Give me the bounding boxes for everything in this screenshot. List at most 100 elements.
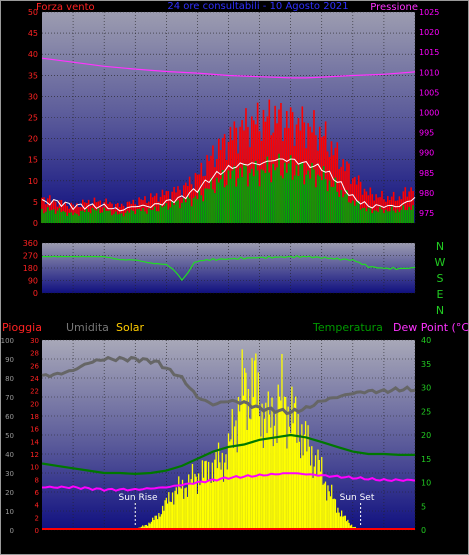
time-axis-tick-label: 02 (68, 539, 78, 548)
pressure-line (41, 57, 416, 79)
time-axis-tick-label: 08 (161, 228, 171, 237)
pressure-axis-tick-label: 985 (419, 169, 434, 178)
humidity-axis-tick-label: 40 (5, 451, 14, 459)
time-axis-tick-label: 10 (192, 539, 202, 548)
time-axis-tick-label: 16 (286, 539, 296, 548)
pressure-axis-tick-label: 995 (419, 129, 434, 138)
direction-label-w: W (435, 256, 446, 269)
pressure-axis-tick-label: 1010 (419, 68, 439, 77)
temperature-axis-tick-label: 25 (421, 407, 431, 416)
rain-axis-tick-label: 16 (30, 426, 39, 434)
rain-axis-tick-label: 0 (35, 527, 39, 535)
wind-axis-tick-label: 5 (33, 198, 38, 207)
direction-panel-axes: 0 90 180 270 360 (23, 239, 38, 298)
wind-panel-marks (41, 57, 416, 223)
direction-axis-tick-label: 0 (33, 289, 38, 298)
rain-axis-tick-label: 24 (30, 375, 39, 383)
rain-axis-tick-label: 22 (30, 388, 39, 396)
dewpoint-line (41, 472, 416, 492)
temperature-axis-tick-label: 40 (421, 336, 431, 345)
pressure-axis-title: Pressione (370, 2, 418, 13)
direction-label-n-bottom: N (436, 304, 444, 317)
humidity-axis-tick-label: 100 (1, 337, 14, 345)
temperature-axis-tick-label: 0 (421, 526, 426, 535)
climate-panel-marks (41, 349, 416, 530)
humidity-axis-tick-label: 10 (5, 508, 14, 516)
sunrise-annotation: Sun Rise (119, 493, 158, 503)
direction-label-n-top: N (436, 240, 444, 253)
humidity-axis-tick-label: 70 (5, 394, 14, 402)
pressure-axis-tick-label: 980 (419, 189, 434, 198)
wind-axis-tick-label: 25 (28, 114, 38, 123)
legend-temperature: Temperatura (312, 321, 383, 334)
pressure-axis-tick-label: 990 (419, 149, 434, 158)
rain-axis-tick-label: 8 (35, 476, 39, 484)
pressure-axis-tick-label: 1005 (419, 88, 439, 97)
time-axis-tick-label: 12 (223, 228, 233, 237)
rain-axis-tick-label: 30 (30, 337, 39, 345)
time-axis-tick-label: 20 (348, 539, 358, 548)
time-axis-tick-label: 16 (286, 228, 296, 237)
humidity-axis-tick-label: 80 (5, 375, 14, 383)
time-axis-tick-label: 12 (223, 539, 233, 548)
humidity-axis-tick-label: 90 (5, 356, 14, 364)
wind-direction-line (42, 255, 416, 282)
rain-axis-tick-label: 14 (30, 438, 39, 446)
temperature-line (41, 433, 415, 476)
rain-axis-tick-label: 28 (30, 350, 39, 358)
rain-axis-tick-label: 10 (30, 464, 39, 472)
time-axis-tick-label: 18 (317, 228, 327, 237)
humidity-axis-tick-label: 20 (5, 489, 14, 497)
wind-axis-tick-label: 30 (28, 92, 38, 101)
humidity-line (41, 355, 416, 416)
temperature-axis-tick-label: 20 (421, 431, 431, 440)
time-axis-tick-label: 18 (317, 539, 327, 548)
time-axis-tick-label: 14 (254, 539, 264, 548)
time-axis-tick-label: 22 (379, 228, 389, 237)
rain-axis-tick-label: 4 (35, 502, 40, 510)
direction-label-e: E (437, 288, 444, 301)
time-axis-tick-label: 04 (99, 539, 109, 548)
time-axis-tick-label: 06 (130, 539, 140, 548)
wind-axis-tick-label: 40 (28, 50, 38, 59)
rain-axis-tick-label: 6 (35, 489, 40, 497)
direction-panel-marks (42, 255, 416, 282)
rain-axis-tick-label: 18 (30, 413, 39, 421)
chart-title: 24 ore consultabili - 10 Agosto 2021 (167, 1, 348, 12)
temperature-axis-tick-label: 5 (421, 502, 426, 511)
sunset-annotation: Sun Set (340, 493, 375, 503)
time-axis-tick-label: 04 (99, 228, 109, 237)
temperature-axis-tick-label: 15 (421, 455, 431, 464)
direction-axis-tick-label: 180 (23, 264, 38, 273)
pressure-axis-tick-label: 975 (419, 209, 434, 218)
temperature-axis-tick-label: 35 (421, 360, 431, 369)
time-axis-tick-label: 00 (410, 228, 420, 237)
time-axis-tick-label: 00 (410, 539, 420, 548)
humidity-axis-tick-label: 30 (5, 470, 14, 478)
humidity-axis-tick-label: 60 (5, 413, 14, 421)
humidity-axis-tick-label: 0 (10, 527, 14, 535)
rain-axis-tick-label: 20 (30, 400, 39, 408)
wind-axis-tick-label: 20 (28, 135, 38, 144)
time-axis-tick-label: 02 (68, 228, 78, 237)
direction-axis-tick-label: 360 (23, 239, 38, 248)
wind-axis-title: Forza vento (36, 2, 95, 13)
time-axis-tick-label: 06 (130, 228, 140, 237)
time-axis-tick-label: 22 (379, 539, 389, 548)
pressure-axis-tick-label: 1000 (419, 108, 439, 117)
wind-axis-tick-label: 50 (28, 8, 38, 17)
humidity-axis-tick-label: 50 (5, 432, 14, 440)
time-axis-tick-label: 14 (254, 228, 264, 237)
wind-axis-tick-label: 0 (33, 219, 38, 228)
legend-humidity: Umidita (66, 321, 109, 334)
legend-solar: Solar (116, 321, 145, 334)
rain-axis-tick-label: 12 (30, 451, 39, 459)
wind-speed-line (41, 158, 416, 212)
pressure-axis-tick-label: 1020 (419, 28, 439, 37)
rain-axis-tick-label: 2 (35, 514, 39, 522)
wind-axis-tick-label: 45 (28, 29, 38, 38)
temperature-axis-tick-label: 10 (421, 479, 431, 488)
legend-rain: Pioggia (2, 321, 42, 334)
wind-axis-tick-label: 35 (28, 71, 38, 80)
